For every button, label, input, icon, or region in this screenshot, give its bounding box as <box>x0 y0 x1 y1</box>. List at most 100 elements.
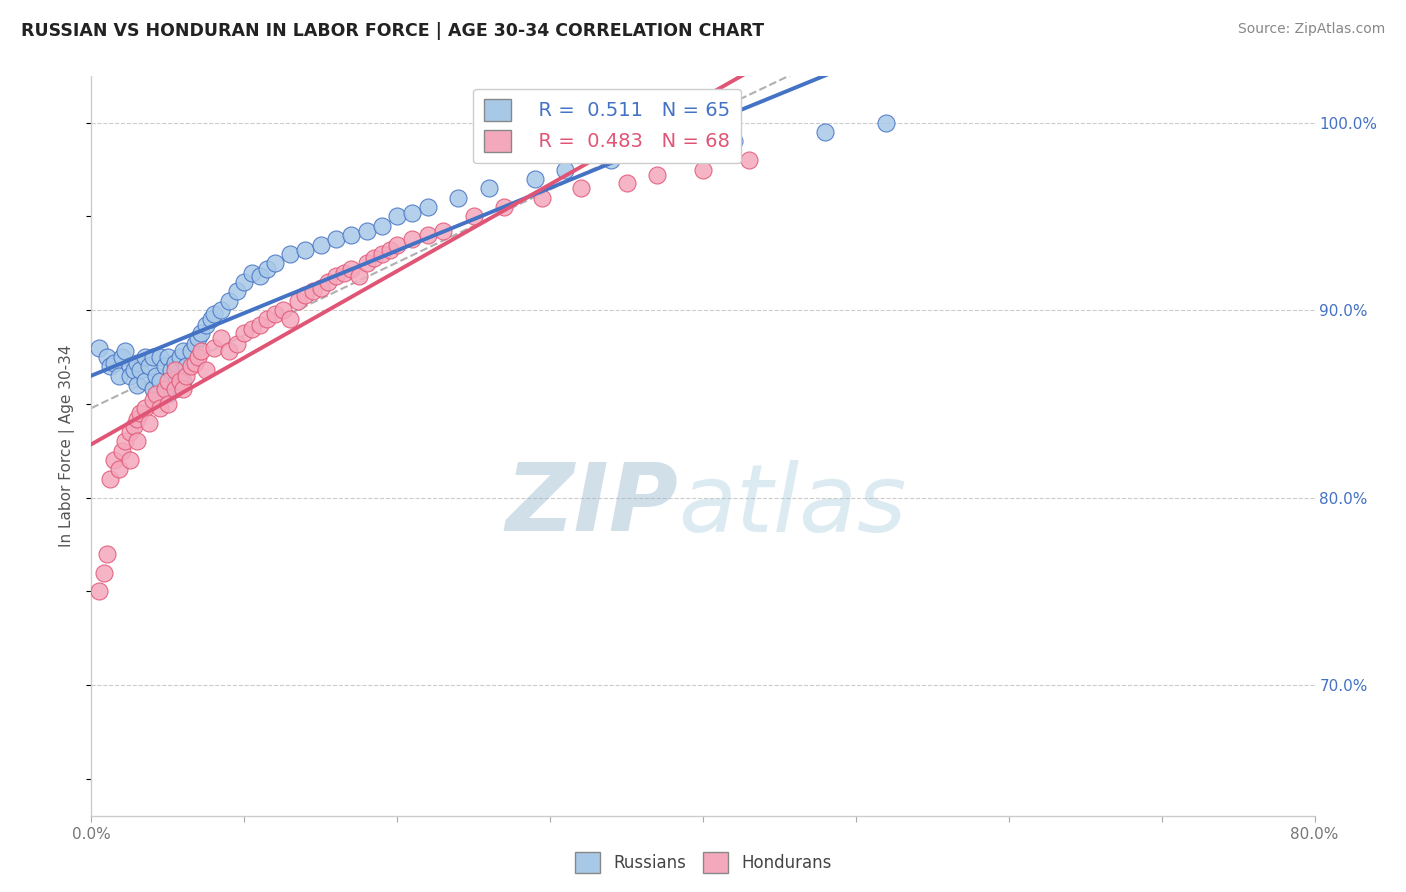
Point <box>134 375 156 389</box>
Point <box>195 363 218 377</box>
Point <box>209 331 232 345</box>
Point <box>118 425 141 439</box>
Point <box>218 344 240 359</box>
Point <box>616 176 638 190</box>
Point <box>218 293 240 308</box>
Point <box>318 275 340 289</box>
Point <box>738 153 761 168</box>
Point <box>156 350 179 364</box>
Point <box>554 162 576 177</box>
Point <box>187 350 209 364</box>
Point <box>416 200 439 214</box>
Point <box>287 293 309 308</box>
Point <box>141 350 163 364</box>
Point <box>174 368 197 383</box>
Point <box>174 359 197 374</box>
Point <box>160 363 183 377</box>
Point <box>240 266 263 280</box>
Point <box>149 375 172 389</box>
Point <box>661 144 683 158</box>
Point <box>432 224 454 238</box>
Point <box>294 288 316 302</box>
Point <box>256 261 278 276</box>
Point <box>385 210 409 224</box>
Point <box>356 224 378 238</box>
Point <box>187 331 209 345</box>
Point <box>153 359 176 374</box>
Point <box>145 387 167 401</box>
Point <box>87 584 110 599</box>
Point <box>347 269 370 284</box>
Point <box>172 344 194 359</box>
Point <box>356 256 378 270</box>
Point <box>180 359 202 374</box>
Point <box>264 307 287 321</box>
Point <box>184 355 207 369</box>
Point <box>692 162 714 177</box>
Point <box>463 210 485 224</box>
Point <box>569 181 592 195</box>
Point <box>385 237 409 252</box>
Point <box>271 303 294 318</box>
Point <box>309 280 332 294</box>
Point <box>180 344 202 359</box>
Point <box>153 382 176 396</box>
Point <box>249 269 271 284</box>
Point <box>165 378 187 392</box>
Point <box>190 344 212 359</box>
Point <box>129 406 152 420</box>
Point <box>127 412 149 426</box>
Point <box>165 355 187 369</box>
Point <box>184 336 207 351</box>
Point <box>165 382 187 396</box>
Point <box>325 269 347 284</box>
Point <box>111 350 134 364</box>
Point <box>202 341 225 355</box>
Point <box>645 168 668 182</box>
Point <box>127 355 149 369</box>
Point <box>363 251 385 265</box>
Point <box>134 401 156 415</box>
Text: ZIP: ZIP <box>506 459 679 551</box>
Point <box>378 243 401 257</box>
Point <box>371 219 394 233</box>
Point <box>141 382 163 396</box>
Point <box>96 350 118 364</box>
Point <box>256 312 278 326</box>
Point <box>108 368 131 383</box>
Point <box>202 307 225 321</box>
Point <box>103 355 125 369</box>
Point <box>332 266 354 280</box>
Point <box>294 243 316 257</box>
Point <box>190 326 212 340</box>
Point <box>108 462 131 476</box>
Point <box>302 285 325 299</box>
Point <box>523 172 546 186</box>
Point <box>249 318 271 332</box>
Point <box>111 443 134 458</box>
Point <box>122 419 145 434</box>
Point <box>96 547 118 561</box>
Point <box>169 375 191 389</box>
Point <box>401 205 423 219</box>
Point <box>156 387 179 401</box>
Point <box>138 416 160 430</box>
Point <box>416 228 439 243</box>
Point <box>169 350 191 364</box>
Point <box>98 472 121 486</box>
Point <box>309 237 332 252</box>
Point <box>134 350 156 364</box>
Point <box>340 228 363 243</box>
Point <box>165 363 187 377</box>
Point <box>209 303 232 318</box>
Point <box>141 393 163 408</box>
Point <box>145 368 167 383</box>
Point <box>600 153 623 168</box>
Point <box>371 247 394 261</box>
Point <box>233 326 256 340</box>
Point <box>118 453 141 467</box>
Text: Source: ZipAtlas.com: Source: ZipAtlas.com <box>1237 22 1385 37</box>
Point <box>118 359 141 374</box>
Point <box>156 375 179 389</box>
Point <box>401 232 423 246</box>
